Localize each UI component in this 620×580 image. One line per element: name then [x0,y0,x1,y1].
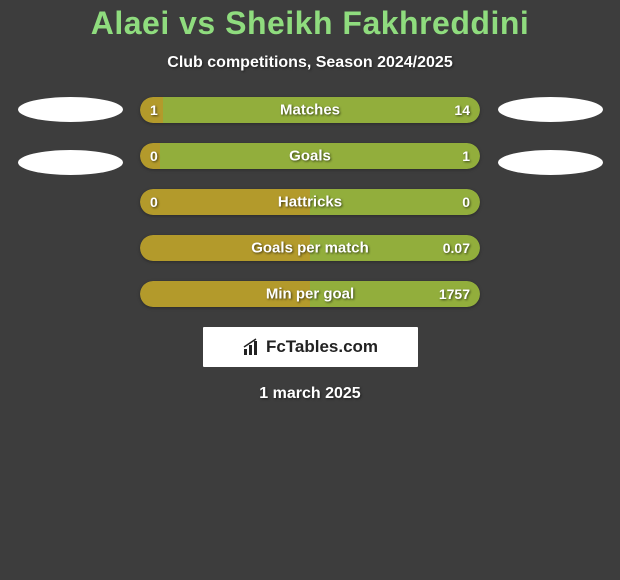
brand-text: FcTables.com [266,337,378,357]
stat-bar: Matches 1 14 [140,97,480,123]
subtitle: Club competitions, Season 2024/2025 [0,54,620,72]
stats-wrapper: Matches 1 14 Goals 0 1 Hattricks 0 0 Goals per ma… [0,97,620,307]
bar-value-left: 0 [150,148,158,164]
bar-value-right: 1757 [439,286,470,302]
right-avatar-column [495,97,605,175]
avatar-player2-2 [498,150,603,175]
chart-icon [242,337,262,357]
left-avatar-column [15,97,125,175]
bar-label: Min per goal [266,286,354,303]
brand-logo[interactable]: FcTables.com [203,327,418,367]
date-text: 1 march 2025 [0,385,620,403]
bar-value-right: 14 [454,102,470,118]
stat-bar: Goals 0 1 [140,143,480,169]
page-title: Alaei vs Sheikh Fakhreddini [0,5,620,42]
stat-bar: Hattricks 0 0 [140,189,480,215]
stats-bars: Matches 1 14 Goals 0 1 Hattricks 0 0 Goals per ma… [140,97,480,307]
bar-label: Hattricks [278,194,342,211]
bar-value-left: 0 [150,194,158,210]
comparison-widget: Alaei vs Sheikh Fakhreddini Club competi… [0,0,620,403]
bar-value-right: 0 [462,194,470,210]
avatar-player1-1 [18,97,123,122]
bar-label: Goals per match [251,240,369,257]
stat-bar: Min per goal 1757 [140,281,480,307]
stat-bar: Goals per match 0.07 [140,235,480,261]
bar-label: Matches [280,102,340,119]
bar-value-right: 1 [462,148,470,164]
player2-name: Sheikh Fakhreddini [225,5,529,41]
player1-name: Alaei [91,5,170,41]
avatar-player2-1 [498,97,603,122]
bar-value-right: 0.07 [443,240,470,256]
vs-text: vs [179,5,216,41]
bar-value-left: 1 [150,102,158,118]
avatar-player1-2 [18,150,123,175]
bar-label: Goals [289,148,331,165]
